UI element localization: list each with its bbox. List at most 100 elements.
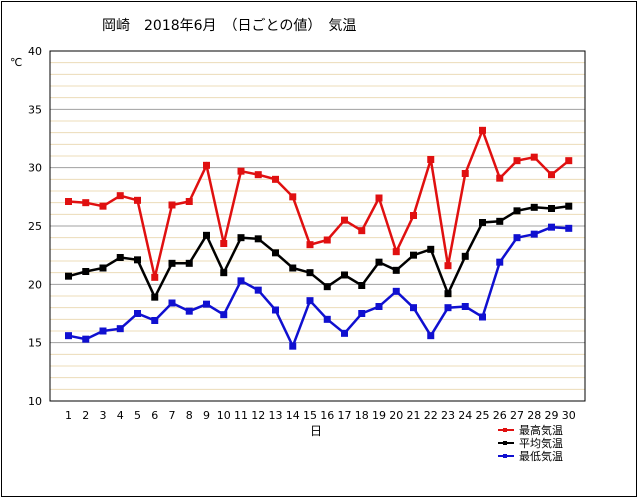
data-point bbox=[530, 230, 538, 238]
data-point bbox=[82, 199, 90, 207]
x-tick-label: 5 bbox=[134, 409, 141, 422]
x-tick-label: 21 bbox=[407, 409, 421, 422]
data-point bbox=[548, 171, 555, 179]
x-tick-label: 12 bbox=[251, 409, 265, 422]
legend-label: 最高気温 bbox=[519, 423, 563, 437]
series bbox=[65, 202, 573, 301]
series-lines bbox=[65, 126, 573, 350]
y-tick-label: 20 bbox=[28, 278, 42, 291]
data-point bbox=[203, 300, 210, 308]
data-point bbox=[220, 240, 228, 247]
x-tick-label: 9 bbox=[203, 409, 210, 422]
data-point bbox=[254, 235, 262, 243]
data-point bbox=[392, 248, 400, 256]
data-point bbox=[168, 299, 176, 307]
data-point bbox=[254, 171, 262, 179]
data-point bbox=[479, 313, 486, 321]
x-tick-label: 11 bbox=[234, 409, 248, 422]
data-point bbox=[82, 268, 90, 275]
data-point bbox=[444, 304, 452, 312]
data-point bbox=[513, 234, 521, 242]
data-point bbox=[203, 161, 210, 169]
x-tick-label: 27 bbox=[510, 409, 524, 422]
data-point bbox=[151, 293, 159, 301]
data-point bbox=[496, 217, 504, 225]
x-tick-label: 24 bbox=[458, 409, 472, 422]
data-point bbox=[168, 201, 176, 209]
data-point bbox=[323, 315, 331, 323]
legend-swatch-marker bbox=[503, 428, 507, 432]
x-tick-label: 25 bbox=[476, 409, 490, 422]
x-tick-label: 15 bbox=[303, 409, 317, 422]
data-point bbox=[358, 282, 366, 289]
y-tick-label: 15 bbox=[28, 337, 42, 350]
data-point bbox=[375, 303, 383, 310]
data-point bbox=[65, 198, 72, 205]
data-point bbox=[375, 194, 383, 202]
legend-label: 平均気温 bbox=[519, 436, 563, 450]
data-point bbox=[151, 317, 159, 324]
data-point bbox=[306, 297, 314, 305]
data-point bbox=[289, 342, 297, 350]
data-point bbox=[392, 287, 400, 295]
data-point bbox=[237, 234, 245, 242]
x-tick-labels: 1 2 3 4 5 6 7 8 9 10 11 12 13 14 15 16 17 18 19 20 21 22 23 24 2… bbox=[65, 409, 576, 422]
data-point bbox=[306, 241, 314, 249]
data-point bbox=[410, 251, 417, 259]
y-axis-unit-label: ℃ bbox=[10, 56, 22, 69]
data-point bbox=[530, 203, 538, 211]
x-tick-label: 16 bbox=[320, 409, 334, 422]
data-point bbox=[272, 175, 279, 183]
data-point bbox=[116, 325, 124, 333]
x-tick-label: 23 bbox=[441, 409, 455, 422]
data-point bbox=[168, 259, 176, 267]
data-point bbox=[444, 290, 452, 298]
data-point bbox=[237, 277, 245, 285]
data-point bbox=[444, 262, 452, 270]
data-point bbox=[220, 269, 228, 277]
data-point bbox=[358, 310, 366, 317]
data-point bbox=[565, 224, 573, 232]
x-tick-label: 4 bbox=[117, 409, 124, 422]
data-point bbox=[254, 286, 262, 294]
data-point bbox=[427, 332, 435, 340]
x-tick-label: 20 bbox=[389, 409, 403, 422]
data-point bbox=[461, 170, 469, 177]
grid bbox=[50, 62, 585, 390]
x-tick-label: 13 bbox=[269, 409, 283, 422]
series bbox=[65, 126, 573, 281]
x-axis-label: 日 bbox=[310, 424, 322, 438]
data-point bbox=[341, 329, 348, 337]
data-point bbox=[565, 157, 573, 165]
data-point bbox=[272, 306, 279, 314]
data-point bbox=[185, 307, 193, 315]
data-point bbox=[496, 258, 504, 266]
data-point bbox=[496, 174, 504, 182]
series-line bbox=[68, 126, 570, 278]
data-point bbox=[82, 335, 90, 343]
data-point bbox=[358, 227, 366, 235]
data-point bbox=[185, 259, 193, 267]
data-point bbox=[272, 249, 279, 257]
y-tick-labels: 10 15 20 25 30 35 40 bbox=[28, 45, 42, 408]
data-point bbox=[530, 153, 538, 161]
x-tick-label: 19 bbox=[372, 409, 386, 422]
x-tick-label: 14 bbox=[286, 409, 300, 422]
data-point bbox=[427, 156, 435, 163]
legend-swatch-marker bbox=[503, 441, 507, 445]
series-line bbox=[68, 225, 569, 350]
y-tick-label: 30 bbox=[28, 162, 42, 175]
x-tick-label: 28 bbox=[527, 409, 541, 422]
data-point bbox=[65, 272, 72, 280]
data-point bbox=[548, 205, 555, 212]
y-tick-label: 25 bbox=[28, 220, 42, 233]
x-tick-label: 17 bbox=[338, 409, 352, 422]
data-point bbox=[220, 311, 228, 319]
x-tick-label: 1 bbox=[65, 409, 72, 422]
data-point bbox=[565, 202, 573, 210]
data-point bbox=[479, 126, 486, 134]
data-point bbox=[185, 198, 193, 205]
